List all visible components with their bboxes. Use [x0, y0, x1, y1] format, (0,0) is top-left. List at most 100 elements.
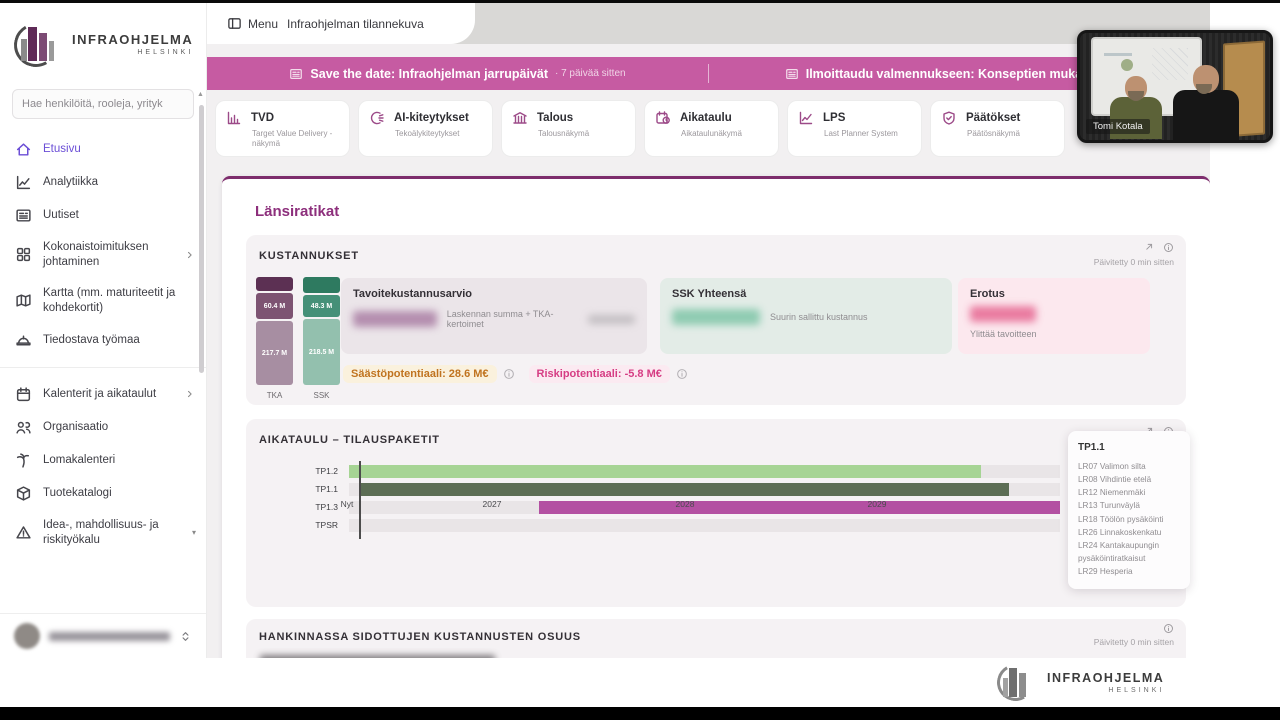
redacted-value	[353, 311, 437, 327]
brand-city: HELSINKI	[137, 49, 194, 57]
calendar-icon	[15, 386, 32, 403]
search-input[interactable]: Hae henkilöitä, rooleja, yrityk	[12, 89, 194, 119]
popover-item: LR26 Linnakoskenkatu	[1078, 527, 1162, 537]
info-icon[interactable]	[503, 368, 515, 380]
sidebar-item-lomakalenteri[interactable]: Lomakalenteri	[0, 444, 206, 477]
card-erotus: Erotus Ylittää tavoitteen	[958, 278, 1150, 354]
sidebar-item-etusivu[interactable]: Etusivu	[0, 133, 206, 166]
warning-icon	[15, 524, 32, 541]
sidebar-nav: Etusivu Analytiikka Uutiset Kokonaistoim…	[0, 133, 206, 556]
news-flyer-icon	[289, 67, 303, 81]
popover-item: LR29 Hesperia	[1078, 567, 1133, 576]
user-menu[interactable]	[0, 613, 206, 658]
sidebar-item-kalenterit[interactable]: Kalenterit ja aikataulut	[0, 378, 206, 411]
sidebar-item-organisaatio[interactable]: Organisaatio	[0, 411, 206, 444]
view-tabs: TVD Target Value Delivery - näkymä AI-ki…	[215, 100, 1065, 157]
project-card: Länsiratikat KUSTANNUKSET Päivitetty 0 m…	[222, 176, 1210, 658]
redacted-value	[672, 309, 760, 325]
popover-item: LR12 Niemenmäki	[1078, 488, 1146, 498]
shield-check-icon	[941, 110, 957, 126]
tka-bar: 60.4 M 217.7 M TKA	[256, 277, 293, 400]
tka-mid-segment: 60.4 M	[256, 293, 293, 319]
potential-indicators: Säästöpotentiaali: 28.6 M€ Riskipotentia…	[343, 365, 688, 383]
cost-stacked-bars: 60.4 M 217.7 M TKA 48.3 M 218.5 M SSK	[256, 277, 340, 400]
sidebar-item-uutiset[interactable]: Uutiset	[0, 199, 206, 232]
ssk-base-segment: 218.5 M	[303, 319, 340, 385]
bar-chart-icon	[226, 110, 242, 126]
gantt-plot-area	[349, 461, 1060, 539]
sidebar-item-tuotekatalogi[interactable]: Tuotekatalogi	[0, 477, 206, 510]
tp11-detail-popover: TP1.1 LR07 Valimon silta LR08 Vihdintie …	[1068, 431, 1190, 590]
calendar-clock-icon	[655, 110, 671, 126]
info-icon[interactable]	[676, 368, 688, 380]
hard-hat-icon	[15, 332, 32, 349]
tab-lps[interactable]: LPS Last Planner System	[787, 100, 922, 157]
popover-item: LR07 Valimon silta	[1078, 462, 1146, 471]
brand-logo-icon	[9, 18, 64, 72]
tab-aikataulu[interactable]: Aikataulu Aikataulunäkymä	[644, 100, 779, 157]
updated-label: Päivitetty 0 min sitten	[1093, 637, 1174, 647]
banner-divider	[708, 64, 709, 83]
map-icon	[15, 292, 32, 309]
banner-item-save-the-date[interactable]: Save the date: Infraohjelman jarrupäivät…	[207, 57, 708, 90]
sidebar-item-kokonaistoimitus[interactable]: Kokonaistoimituksen johtaminen	[0, 232, 206, 278]
card-tavoitekustannusarvio: Tavoitekustannusarvio Laskennan summa + …	[341, 278, 647, 354]
app-screen: INFRAOHJELMA HELSINKI Hae henkilöitä, ro…	[0, 3, 1280, 707]
app-header: Menu Infraohjelman tilannekuva	[207, 3, 475, 44]
chevron-down-icon: ▾	[191, 528, 196, 538]
brand-name: INFRAOHJELMA	[72, 32, 194, 47]
popover-item: LR13 Turunväylä	[1078, 501, 1140, 511]
sidebar-divider	[0, 366, 206, 368]
tab-paatokset[interactable]: Päätökset Päätösnäkymä	[930, 100, 1065, 157]
popover-item: LR08 Vihdintie etelä	[1078, 475, 1152, 485]
tab-talous[interactable]: Talous Talousnäkymä	[501, 100, 636, 157]
sidebar-item-analytiikka[interactable]: Analytiikka	[0, 166, 206, 199]
gantt-row-labels: TP1.2 TP1.1 TP1.3 TPSR	[315, 466, 338, 530]
chevron-right-icon	[184, 249, 196, 261]
sidebar-item-kartta[interactable]: Kartta (mm. maturiteetit ja kohdekortit)	[0, 278, 206, 324]
page-title: Infraohjelman tilannekuva	[287, 16, 424, 31]
tab-ai-kiteytykset[interactable]: AI-kiteytykset Tekoälykiteytykset	[358, 100, 493, 157]
saving-potential: Säästöpotentiaali: 28.6 M€	[343, 365, 515, 383]
panel-aikataulu: AIKATAULU – TILAUSPAKETIT TP1.2 TP1.1 TP…	[246, 419, 1186, 607]
ai-icon	[369, 110, 385, 126]
gantt-bar-tp12[interactable]	[349, 465, 982, 478]
bank-icon	[512, 110, 528, 126]
panel-hankinta-title: HANKINNASSA SIDOTTUJEN KUSTANNUSTEN OSUU…	[259, 631, 581, 643]
redacted-value	[970, 306, 1036, 322]
gantt-axis: Nyt 2027 2028 2029	[340, 499, 887, 509]
open-external-icon[interactable]	[1143, 242, 1154, 253]
palm-icon	[15, 452, 32, 469]
card-ssk-yhteensa: SSK Yhteensä Suurin sallittu kustannus	[660, 278, 952, 354]
updated-label: Päivitetty 0 min sitten	[1093, 257, 1174, 267]
redacted-value	[260, 655, 495, 658]
gantt-bar-tp11[interactable]	[358, 483, 1009, 496]
sidebar-item-riskityokalu[interactable]: Idea-, mahdollisuus- ja riskityökalu ▾	[0, 510, 206, 556]
sidebar-item-tiedostava-tyomaa[interactable]: Tiedostava työmaa	[0, 324, 206, 357]
chevron-right-icon	[184, 388, 196, 400]
newspaper-icon	[15, 207, 32, 224]
popover-item: LR18 Töölön pysäköinti	[1078, 514, 1164, 524]
risk-potential: Riskipotentiaali: -5.8 M€	[528, 365, 688, 383]
tab-tvd[interactable]: TVD Target Value Delivery - näkymä	[215, 100, 350, 157]
panel-aikataulu-title: AIKATAULU – TILAUSPAKETIT	[259, 434, 440, 446]
footer-logo-icon	[992, 659, 1039, 705]
info-icon[interactable]	[1163, 623, 1174, 634]
chevron-updown-icon	[179, 630, 192, 643]
sidebar-scrollbar[interactable]: ▲	[197, 91, 205, 651]
grid-icon	[15, 246, 32, 263]
gantt-track-tpsr	[349, 519, 1060, 532]
info-icon[interactable]	[1163, 242, 1174, 253]
gantt-track-tp12	[349, 465, 1060, 478]
people-icon	[15, 419, 32, 436]
ssk-top-segment	[303, 277, 340, 293]
gantt-track-tp11	[349, 483, 1060, 496]
avatar	[14, 623, 40, 649]
redacted-value	[587, 314, 635, 324]
menu-button[interactable]: Menu	[227, 16, 278, 31]
gantt-bar-tp13[interactable]	[538, 501, 1060, 514]
panel-hankinta: HANKINNASSA SIDOTTUJEN KUSTANNUSTEN OSUU…	[246, 619, 1186, 658]
popover-item: LR24 Kantakaupungin pysäköintiratkaisut	[1078, 540, 1160, 563]
banner-item-ilmoittaudu[interactable]: Ilmoittaudu valmennukseen: Konseptien mu…	[709, 57, 1210, 90]
